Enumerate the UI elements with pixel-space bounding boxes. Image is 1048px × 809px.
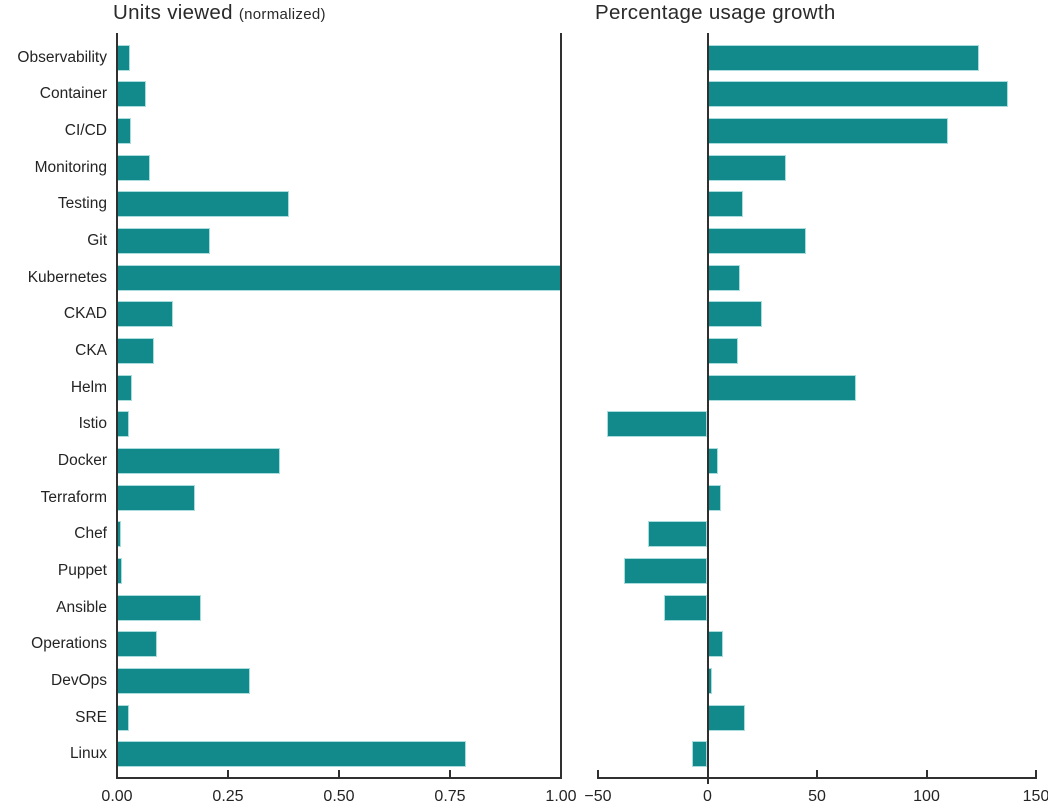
- bar-git: [707, 227, 807, 254]
- category-label: CKA: [75, 341, 107, 359]
- bar-devops: [117, 668, 251, 695]
- bar-puppet: [624, 558, 708, 585]
- category-label: Linux: [69, 745, 107, 763]
- bar-linux: [692, 741, 708, 768]
- bar-istio: [117, 411, 129, 438]
- bar-istio: [606, 411, 708, 438]
- x-tick: [338, 770, 340, 777]
- category-label: Git: [87, 231, 107, 249]
- category-label: Monitoring: [34, 158, 107, 176]
- bar-observability: [707, 44, 980, 71]
- x-tick-label: 0.00: [101, 788, 133, 805]
- category-label: Container: [39, 85, 107, 103]
- x-tick: [116, 770, 118, 777]
- x-tick-label: 0: [703, 788, 712, 805]
- category-label: Operations: [31, 635, 107, 653]
- category-label: Ansible: [56, 598, 107, 616]
- x-tick-label: 50: [808, 788, 826, 805]
- bar-git: [117, 227, 211, 254]
- bar-observability: [117, 44, 131, 71]
- x-tick: [1035, 770, 1037, 777]
- right-chart-title-text: Percentage usage growth: [595, 1, 836, 24]
- right-spine: [560, 33, 562, 779]
- category-label: Helm: [70, 378, 107, 396]
- x-tick: [560, 770, 562, 777]
- category-label: CI/CD: [64, 121, 107, 139]
- bar-ansible: [663, 594, 708, 621]
- category-label: SRE: [75, 708, 107, 726]
- bar-docker: [707, 447, 719, 474]
- bar-ckad: [117, 301, 173, 328]
- x-tick-label: 0.50: [323, 788, 355, 805]
- bar-chef: [648, 521, 708, 548]
- bar-ci-cd: [707, 117, 949, 144]
- right-chart-title: Percentage usage growth: [595, 1, 836, 25]
- bar-helm: [117, 374, 133, 401]
- bar-sre: [707, 704, 745, 731]
- category-label: Observability: [17, 48, 107, 66]
- x-tick-label: 0.25: [212, 788, 244, 805]
- bar-docker: [117, 447, 280, 474]
- category-label: DevOps: [51, 672, 107, 690]
- bar-cka: [707, 337, 739, 364]
- x-axis-spine: [597, 777, 1037, 779]
- bar-kubernetes: [707, 264, 741, 291]
- left-chart-title-text: Units viewed: [113, 1, 233, 24]
- category-label: Puppet: [57, 562, 107, 580]
- x-tick-label: 0.75: [434, 788, 466, 805]
- x-tick: [925, 770, 928, 777]
- bar-terraform: [117, 484, 196, 511]
- bar-testing: [707, 191, 743, 218]
- y-axis-spine: [116, 33, 118, 779]
- bar-operations: [117, 631, 157, 658]
- left-chart-subtitle: (normalized): [238, 6, 326, 23]
- bar-monitoring: [117, 154, 151, 181]
- x-tick-label: 100: [913, 788, 940, 805]
- bar-ckad: [707, 301, 763, 328]
- x-tick-label: −50: [584, 788, 612, 805]
- bar-sre: [117, 704, 129, 731]
- bar-container: [117, 81, 146, 108]
- bar-linux: [117, 741, 466, 768]
- x-tick: [597, 770, 599, 777]
- category-label: Docker: [57, 451, 107, 469]
- bar-testing: [117, 191, 289, 218]
- x-axis-spine: [116, 777, 562, 779]
- category-label: Istio: [78, 415, 107, 433]
- x-tick-label: 150: [1022, 788, 1048, 805]
- x-tick: [706, 770, 709, 777]
- category-label: CKAD: [63, 305, 107, 323]
- bar-container: [707, 81, 1008, 108]
- bar-terraform: [707, 484, 721, 511]
- x-tick-label: 1.00: [545, 788, 577, 805]
- bar-cka: [117, 337, 154, 364]
- category-label: Chef: [74, 525, 107, 543]
- bar-kubernetes: [117, 264, 561, 291]
- bar-helm: [707, 374, 857, 401]
- bar-monitoring: [707, 154, 787, 181]
- x-tick: [449, 770, 451, 777]
- category-label: Kubernetes: [27, 268, 107, 286]
- bar-operations: [707, 631, 723, 658]
- bar-ci-cd: [117, 117, 131, 144]
- bar-ansible: [117, 594, 202, 621]
- category-label: Terraform: [40, 488, 107, 506]
- zero-line: [706, 33, 709, 784]
- left-chart-title: Units viewed (normalized): [113, 1, 326, 25]
- x-tick: [227, 770, 229, 777]
- x-tick: [816, 770, 818, 777]
- category-label: Testing: [57, 195, 107, 213]
